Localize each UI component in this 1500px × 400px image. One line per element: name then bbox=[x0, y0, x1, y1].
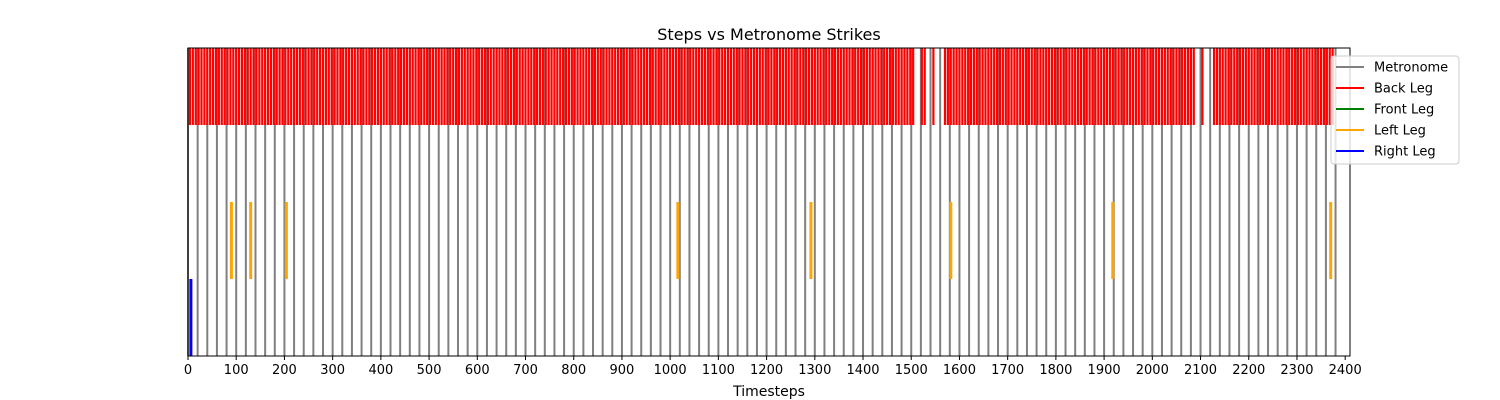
x-axis-label: Timesteps bbox=[732, 384, 805, 400]
x-tick-label: 800 bbox=[561, 363, 586, 378]
legend-box bbox=[1330, 55, 1460, 165]
legend-label-metronome: Metronome bbox=[1374, 61, 1448, 76]
legend-label-back-leg: Back Leg bbox=[1374, 82, 1433, 97]
legend-label-left-leg: Left Leg bbox=[1374, 124, 1426, 139]
x-tick-label: 1700 bbox=[991, 363, 1024, 378]
x-tick-label: 2200 bbox=[1232, 363, 1265, 378]
x-tick-label: 1500 bbox=[895, 363, 928, 378]
x-tick-label: 500 bbox=[417, 363, 442, 378]
x-tick-label: 300 bbox=[320, 363, 345, 378]
back-leg-series bbox=[188, 48, 1334, 125]
x-tick-label: 400 bbox=[368, 363, 393, 378]
x-tick-label: 1200 bbox=[750, 363, 783, 378]
x-tick-label: 1600 bbox=[943, 363, 976, 378]
x-tick-label: 2000 bbox=[1136, 363, 1169, 378]
x-tick-label: 900 bbox=[610, 363, 635, 378]
x-tick-label: 1000 bbox=[654, 363, 687, 378]
x-tick-label: 1400 bbox=[846, 363, 879, 378]
x-tick-label: 1300 bbox=[798, 363, 831, 378]
x-tick-label: 2400 bbox=[1329, 363, 1362, 378]
x-tick-label: 2300 bbox=[1280, 363, 1313, 378]
legend-label-front-leg: Front Leg bbox=[1374, 103, 1434, 118]
left-leg-series bbox=[229, 202, 1333, 279]
x-tick-label: 1900 bbox=[1088, 363, 1121, 378]
x-tick-label: 2100 bbox=[1184, 363, 1217, 378]
legend-label-right-leg: Right Leg bbox=[1374, 145, 1436, 160]
x-tick-label: 1100 bbox=[702, 363, 735, 378]
chart-title: Steps vs Metronome Strikes bbox=[657, 25, 880, 44]
x-tick-label: 200 bbox=[272, 363, 297, 378]
x-tick-label: 1800 bbox=[1039, 363, 1072, 378]
legend: Metronome Back Leg Front Leg Left Leg Right … bbox=[1330, 55, 1460, 165]
x-tick-label: 600 bbox=[465, 363, 490, 378]
x-tick-label: 700 bbox=[513, 363, 538, 378]
x-axis: 0 100 200 300 400 500 600 700 800 900 1000 1100 1200… bbox=[184, 356, 1362, 378]
x-tick-label: 0 bbox=[184, 363, 192, 378]
x-tick-label: 100 bbox=[224, 363, 249, 378]
plot-area bbox=[187, 48, 1337, 356]
plot-frame bbox=[187, 47, 1351, 357]
